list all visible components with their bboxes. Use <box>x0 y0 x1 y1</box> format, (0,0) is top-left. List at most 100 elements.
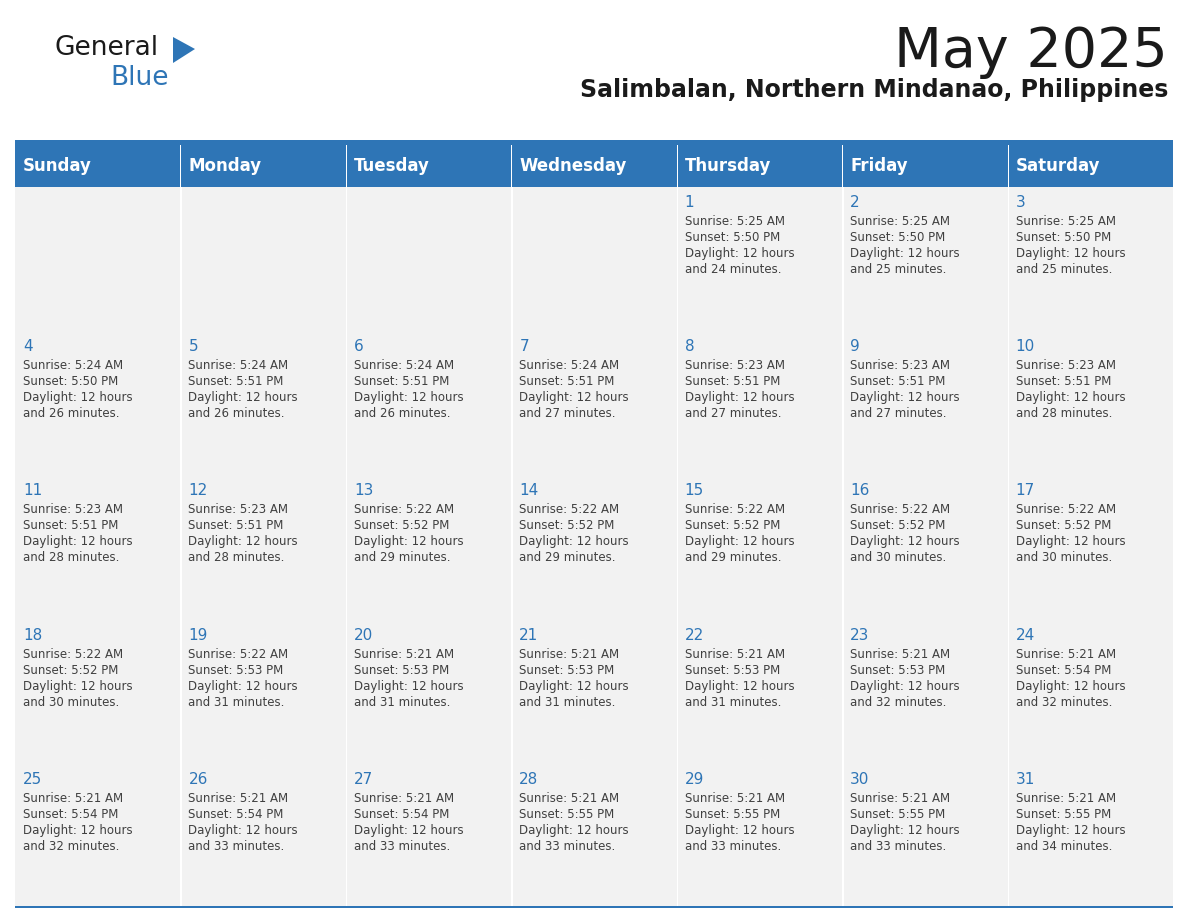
Text: Sunrise: 5:21 AM: Sunrise: 5:21 AM <box>684 792 785 805</box>
Bar <box>346 331 347 476</box>
Text: Daylight: 12 hours: Daylight: 12 hours <box>354 535 463 548</box>
Bar <box>511 331 513 476</box>
Text: 18: 18 <box>23 628 43 643</box>
Text: and 33 minutes.: and 33 minutes. <box>189 840 285 853</box>
Bar <box>15 906 1173 908</box>
Text: 30: 30 <box>851 772 870 787</box>
Text: and 30 minutes.: and 30 minutes. <box>851 552 947 565</box>
Text: Blue: Blue <box>110 65 169 91</box>
Bar <box>677 187 678 331</box>
Text: Daylight: 12 hours: Daylight: 12 hours <box>519 679 628 692</box>
Text: Daylight: 12 hours: Daylight: 12 hours <box>851 247 960 260</box>
Text: 1: 1 <box>684 195 694 210</box>
Text: 5: 5 <box>189 339 198 354</box>
Bar <box>1007 620 1009 764</box>
Bar <box>15 764 1173 766</box>
Text: Sunset: 5:53 PM: Sunset: 5:53 PM <box>519 664 614 677</box>
Text: Sunset: 5:54 PM: Sunset: 5:54 PM <box>354 808 449 821</box>
Text: and 26 minutes.: and 26 minutes. <box>354 408 450 420</box>
Text: Daylight: 12 hours: Daylight: 12 hours <box>189 535 298 548</box>
Text: Sunrise: 5:21 AM: Sunrise: 5:21 AM <box>851 792 950 805</box>
Bar <box>15 140 1173 145</box>
Text: Sunrise: 5:23 AM: Sunrise: 5:23 AM <box>1016 359 1116 372</box>
Text: Daylight: 12 hours: Daylight: 12 hours <box>851 823 960 837</box>
Text: Daylight: 12 hours: Daylight: 12 hours <box>684 535 795 548</box>
Text: Sunrise: 5:24 AM: Sunrise: 5:24 AM <box>354 359 454 372</box>
Text: 28: 28 <box>519 772 538 787</box>
Bar <box>842 331 1007 476</box>
Text: Monday: Monday <box>189 157 261 175</box>
Text: Daylight: 12 hours: Daylight: 12 hours <box>1016 823 1125 837</box>
Bar <box>15 331 181 476</box>
Text: and 32 minutes.: and 32 minutes. <box>23 840 119 853</box>
Text: Daylight: 12 hours: Daylight: 12 hours <box>23 391 133 404</box>
Text: and 33 minutes.: and 33 minutes. <box>684 840 781 853</box>
Bar <box>511 145 677 187</box>
Text: and 26 minutes.: and 26 minutes. <box>189 408 285 420</box>
Bar <box>1007 331 1009 476</box>
Text: May 2025: May 2025 <box>895 25 1168 79</box>
Text: Sunset: 5:55 PM: Sunset: 5:55 PM <box>851 808 946 821</box>
Text: Daylight: 12 hours: Daylight: 12 hours <box>684 823 795 837</box>
Text: Daylight: 12 hours: Daylight: 12 hours <box>851 535 960 548</box>
Text: 2: 2 <box>851 195 860 210</box>
Text: Daylight: 12 hours: Daylight: 12 hours <box>354 823 463 837</box>
Text: Sunrise: 5:21 AM: Sunrise: 5:21 AM <box>354 792 454 805</box>
Bar <box>511 476 677 620</box>
Text: Sunrise: 5:25 AM: Sunrise: 5:25 AM <box>684 215 785 228</box>
Text: Daylight: 12 hours: Daylight: 12 hours <box>189 391 298 404</box>
Text: Sunset: 5:55 PM: Sunset: 5:55 PM <box>1016 808 1111 821</box>
Text: Sunrise: 5:21 AM: Sunrise: 5:21 AM <box>519 647 619 661</box>
Bar <box>511 620 677 764</box>
Text: Sunrise: 5:23 AM: Sunrise: 5:23 AM <box>23 503 124 517</box>
Text: Sunrise: 5:21 AM: Sunrise: 5:21 AM <box>1016 792 1116 805</box>
Text: and 33 minutes.: and 33 minutes. <box>519 840 615 853</box>
Text: Daylight: 12 hours: Daylight: 12 hours <box>189 823 298 837</box>
Bar <box>15 331 1173 333</box>
Bar <box>181 476 346 620</box>
Bar <box>1007 476 1173 620</box>
Bar <box>1007 764 1173 908</box>
Bar <box>15 620 1173 621</box>
Bar <box>842 764 1007 908</box>
Bar <box>181 620 346 764</box>
Text: Sunset: 5:51 PM: Sunset: 5:51 PM <box>354 375 449 388</box>
Text: and 27 minutes.: and 27 minutes. <box>519 408 615 420</box>
Text: and 25 minutes.: and 25 minutes. <box>1016 263 1112 276</box>
Text: Daylight: 12 hours: Daylight: 12 hours <box>23 535 133 548</box>
Text: Sunset: 5:53 PM: Sunset: 5:53 PM <box>354 664 449 677</box>
Bar <box>346 620 347 764</box>
Text: Daylight: 12 hours: Daylight: 12 hours <box>851 679 960 692</box>
Bar <box>15 620 181 764</box>
Bar <box>1007 187 1009 331</box>
Text: 7: 7 <box>519 339 529 354</box>
Text: Salimbalan, Northern Mindanao, Philippines: Salimbalan, Northern Mindanao, Philippin… <box>580 78 1168 102</box>
Bar <box>842 620 1007 764</box>
Bar <box>842 145 1007 187</box>
Text: 25: 25 <box>23 772 43 787</box>
Text: and 28 minutes.: and 28 minutes. <box>23 552 119 565</box>
Text: Daylight: 12 hours: Daylight: 12 hours <box>684 391 795 404</box>
Text: and 32 minutes.: and 32 minutes. <box>1016 696 1112 709</box>
Text: Sunset: 5:52 PM: Sunset: 5:52 PM <box>354 520 449 532</box>
Text: Sunset: 5:55 PM: Sunset: 5:55 PM <box>684 808 781 821</box>
Bar <box>842 187 1007 331</box>
Bar <box>1007 145 1173 187</box>
Text: Sunset: 5:52 PM: Sunset: 5:52 PM <box>1016 520 1111 532</box>
Text: Sunset: 5:54 PM: Sunset: 5:54 PM <box>23 808 119 821</box>
Text: Sunset: 5:52 PM: Sunset: 5:52 PM <box>851 520 946 532</box>
Text: and 24 minutes.: and 24 minutes. <box>684 263 782 276</box>
Text: Sunrise: 5:23 AM: Sunrise: 5:23 AM <box>851 359 950 372</box>
Bar <box>15 187 1173 189</box>
Text: Sunset: 5:54 PM: Sunset: 5:54 PM <box>1016 664 1111 677</box>
Text: and 30 minutes.: and 30 minutes. <box>1016 552 1112 565</box>
Bar <box>1007 187 1173 331</box>
Text: Sunset: 5:51 PM: Sunset: 5:51 PM <box>851 375 946 388</box>
Bar <box>15 476 181 620</box>
Bar <box>677 620 842 764</box>
Text: Daylight: 12 hours: Daylight: 12 hours <box>354 679 463 692</box>
Text: Sunset: 5:50 PM: Sunset: 5:50 PM <box>23 375 119 388</box>
Text: Sunrise: 5:25 AM: Sunrise: 5:25 AM <box>851 215 950 228</box>
Bar <box>842 187 843 331</box>
Text: Daylight: 12 hours: Daylight: 12 hours <box>684 679 795 692</box>
